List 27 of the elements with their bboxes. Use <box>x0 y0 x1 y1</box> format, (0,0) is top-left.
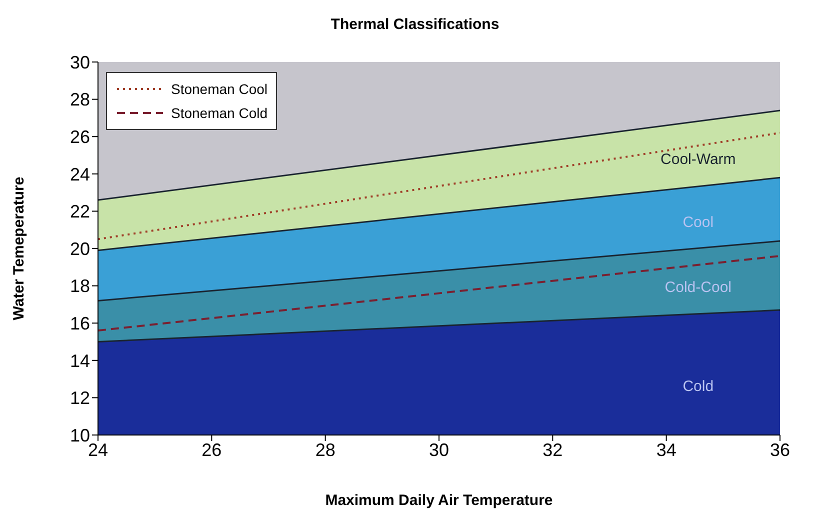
legend-label: Stoneman Cool <box>171 81 268 97</box>
y-tick-label: 12 <box>70 388 90 408</box>
legend-label: Stoneman Cold <box>171 105 268 121</box>
chart-title: Thermal Classifications <box>330 16 500 33</box>
y-tick-label: 24 <box>70 164 90 184</box>
x-tick-label: 24 <box>88 440 108 460</box>
y-tick-label: 18 <box>70 276 90 296</box>
y-tick-label: 30 <box>70 52 90 72</box>
y-tick-label: 22 <box>70 202 90 222</box>
x-tick-label: 36 <box>770 440 790 460</box>
y-tick-label: 26 <box>70 126 90 147</box>
series-label: Cool <box>682 214 715 232</box>
y-tick-label: 16 <box>70 313 90 334</box>
x-tick-label: 26 <box>202 440 222 460</box>
series-label: Cool-Warm <box>660 151 737 168</box>
y-axis-title: Water Temeperature <box>10 176 28 320</box>
x-axis-title: Maximum Daily Air Temperature <box>325 492 553 509</box>
x-tick-label: 32 <box>542 440 563 460</box>
y-tick-label: 14 <box>70 350 90 371</box>
series-label: Cold <box>682 378 715 395</box>
y-tick-label: 20 <box>70 238 90 259</box>
x-tick-label: 28 <box>315 440 336 460</box>
series-label: Cold-Cool <box>664 278 732 296</box>
x-tick-label: 30 <box>428 440 450 460</box>
y-tick-label: 10 <box>70 425 90 446</box>
x-tick-label: 34 <box>656 440 676 460</box>
y-tick-label: 28 <box>70 90 90 110</box>
